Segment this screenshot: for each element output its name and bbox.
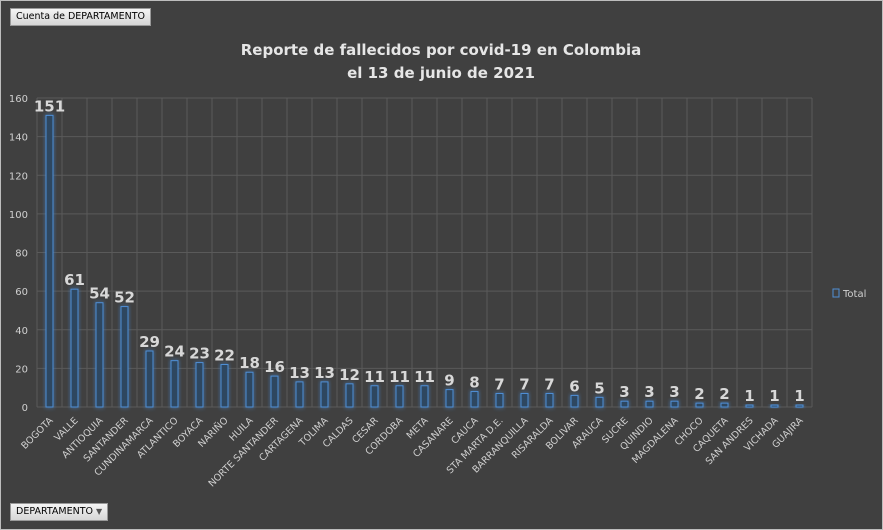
- bar: [445, 389, 454, 408]
- bar: [770, 404, 779, 408]
- data-label: 151: [34, 97, 65, 115]
- bar: [45, 114, 54, 408]
- data-label: 22: [214, 347, 235, 365]
- data-label: 1: [794, 387, 804, 405]
- value-field-label: Cuenta de DEPARTAMENTO: [16, 11, 145, 22]
- bar: [695, 402, 704, 408]
- chevron-down-icon: ▼: [96, 507, 103, 516]
- data-label: 23: [189, 345, 210, 363]
- bar: [270, 375, 279, 408]
- y-tick-label: 80: [15, 249, 28, 260]
- data-label: 2: [694, 385, 704, 403]
- data-label: 52: [114, 289, 135, 307]
- data-label: 54: [89, 285, 110, 303]
- data-label: 7: [519, 375, 529, 393]
- chart-title-line-1: Reporte de fallecidos por covid-19 en Co…: [241, 41, 642, 59]
- bar: [120, 306, 129, 408]
- bar: [220, 364, 229, 408]
- bar: [295, 381, 304, 408]
- y-tick-label: 0: [22, 403, 28, 414]
- data-label: 9: [444, 372, 454, 390]
- bar: [95, 302, 104, 408]
- bar: [70, 288, 79, 408]
- data-label: 29: [139, 333, 160, 351]
- legend-swatch: [832, 288, 840, 298]
- bar: [345, 383, 354, 408]
- legend: Total: [832, 288, 866, 300]
- bar: [620, 400, 629, 408]
- bar: [170, 360, 179, 408]
- bar: [720, 402, 729, 408]
- data-label: 11: [414, 368, 435, 386]
- data-label: 13: [289, 364, 310, 382]
- data-label: 11: [389, 368, 410, 386]
- y-tick-label: 120: [9, 171, 28, 182]
- bar: [570, 394, 579, 408]
- bar: [645, 400, 654, 408]
- data-label: 2: [719, 385, 729, 403]
- axis-field-dropdown[interactable]: DEPARTAMENTO ▼: [10, 503, 109, 521]
- bar: [795, 404, 804, 408]
- data-label: 3: [644, 383, 654, 401]
- x-tick-label: BOGOTA: [19, 415, 56, 452]
- axis-field-label: DEPARTAMENTO: [16, 506, 93, 517]
- bar: [145, 350, 154, 408]
- bar: [595, 396, 604, 408]
- data-label: 8: [469, 374, 479, 392]
- data-label: 3: [669, 383, 679, 401]
- data-label: 13: [314, 364, 335, 382]
- bar: [670, 400, 679, 408]
- data-label: 6: [569, 377, 579, 395]
- bar: [395, 385, 404, 408]
- bar: [420, 385, 429, 408]
- y-tick-label: 160: [9, 94, 28, 105]
- y-tick-label: 100: [9, 210, 28, 221]
- data-label: 12: [339, 366, 360, 384]
- bar: [520, 392, 529, 408]
- y-tick-label: 20: [15, 364, 28, 375]
- bar: [495, 392, 504, 408]
- value-field-button[interactable]: Cuenta de DEPARTAMENTO: [10, 8, 151, 26]
- chart-title-line-2: el 13 de junio de 2021: [347, 64, 535, 82]
- y-tick-label: 140: [9, 133, 28, 144]
- data-label: 24: [164, 343, 185, 361]
- data-label: 61: [64, 271, 85, 289]
- data-label: 16: [264, 358, 285, 376]
- data-label: 1: [769, 387, 779, 405]
- data-label: 7: [494, 375, 504, 393]
- data-label: 11: [364, 368, 385, 386]
- bar: [245, 371, 254, 408]
- bar: [545, 392, 554, 408]
- data-label: 7: [544, 375, 554, 393]
- data-label: 3: [619, 383, 629, 401]
- bar: [370, 385, 379, 408]
- data-label: 5: [594, 379, 604, 397]
- bar: [470, 391, 479, 408]
- bar: [745, 404, 754, 408]
- y-tick-label: 40: [15, 326, 28, 337]
- bar: [320, 381, 329, 408]
- bar: [195, 362, 204, 408]
- legend-label: Total: [842, 289, 866, 300]
- y-tick-label: 60: [15, 287, 28, 298]
- data-label: 18: [239, 354, 260, 372]
- data-label: 1: [744, 387, 754, 405]
